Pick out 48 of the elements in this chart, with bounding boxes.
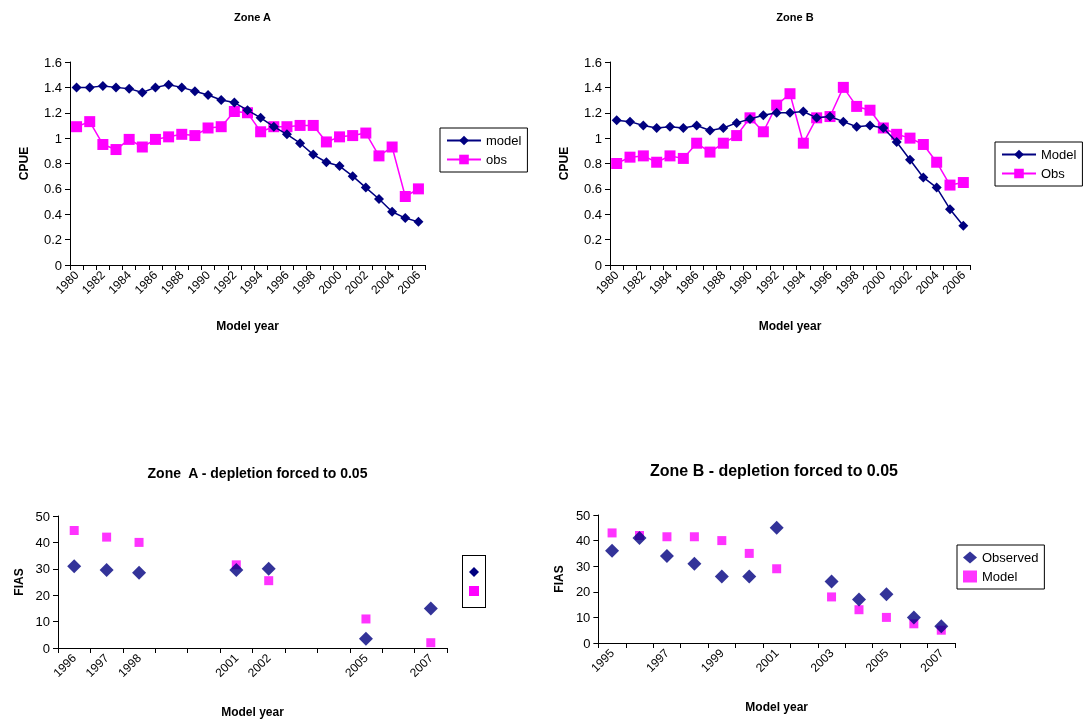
y-tick-label: 50 (575, 507, 591, 523)
y-tick-label: 0.2 (583, 232, 602, 248)
chart-title: Zone A (234, 10, 271, 23)
y-tick-label: 1.6 (583, 54, 602, 70)
y-axis-title: FIAS (11, 568, 26, 596)
y-tick-label: 0.8 (43, 156, 62, 171)
x-axis-title: Model year (745, 700, 809, 714)
y-tick-label: 40 (575, 533, 591, 549)
legend-label: Model (1041, 147, 1077, 162)
y-tick-label: 0.6 (583, 181, 602, 197)
y-tick-label: 20 (35, 587, 50, 603)
y-axis-title: CPUE (17, 146, 31, 181)
y-tick-label: 1.2 (43, 105, 62, 121)
legend-label: obs (486, 152, 508, 167)
legend-label: Model (982, 569, 1018, 584)
y-tick-label: 0.2 (43, 232, 62, 248)
y-tick-label: 10 (35, 614, 50, 630)
x-axis-title: Model year (221, 705, 285, 719)
chart-title: Zone B - depletion forced to 0.05 (649, 461, 899, 479)
y-tick-label: 10 (575, 609, 591, 625)
y-tick-label: 0.4 (583, 206, 602, 222)
y-tick-label: 1.6 (43, 54, 62, 70)
y-tick-label: 50 (35, 508, 50, 524)
y-tick-label: 30 (575, 558, 591, 574)
y-tick-label: 20 (575, 584, 591, 600)
x-axis-title: Model year (216, 319, 280, 333)
y-tick-label: 0.4 (43, 206, 62, 222)
y-tick-label: 30 (35, 561, 50, 577)
y-tick-label: 0 (54, 257, 62, 273)
x-axis-title: Model year (758, 319, 822, 333)
y-tick-label: 1 (54, 130, 62, 146)
legend-label: Obs (1041, 166, 1066, 181)
y-tick-label: 0.6 (43, 181, 62, 197)
y-tick-label: 0 (583, 635, 591, 651)
chart-title: Zone A - depletion forced to 0.05 (147, 465, 368, 481)
y-tick-label: 1 (594, 130, 602, 146)
legend-label: model (486, 133, 522, 148)
y-tick-label: 40 (35, 534, 50, 550)
y-axis-title: CPUE (557, 146, 571, 181)
y-axis-title: FIAS (552, 565, 566, 593)
y-tick-label: 1.2 (583, 105, 602, 121)
legend-label: Observed (982, 550, 1039, 565)
y-tick-label: 0.8 (583, 156, 602, 171)
y-tick-label: 1.4 (583, 79, 602, 95)
y-tick-label: 1.4 (43, 79, 62, 95)
chart-title: Zone B (776, 10, 814, 23)
y-tick-label: 0 (594, 257, 602, 273)
y-tick-label: 0 (42, 640, 50, 656)
